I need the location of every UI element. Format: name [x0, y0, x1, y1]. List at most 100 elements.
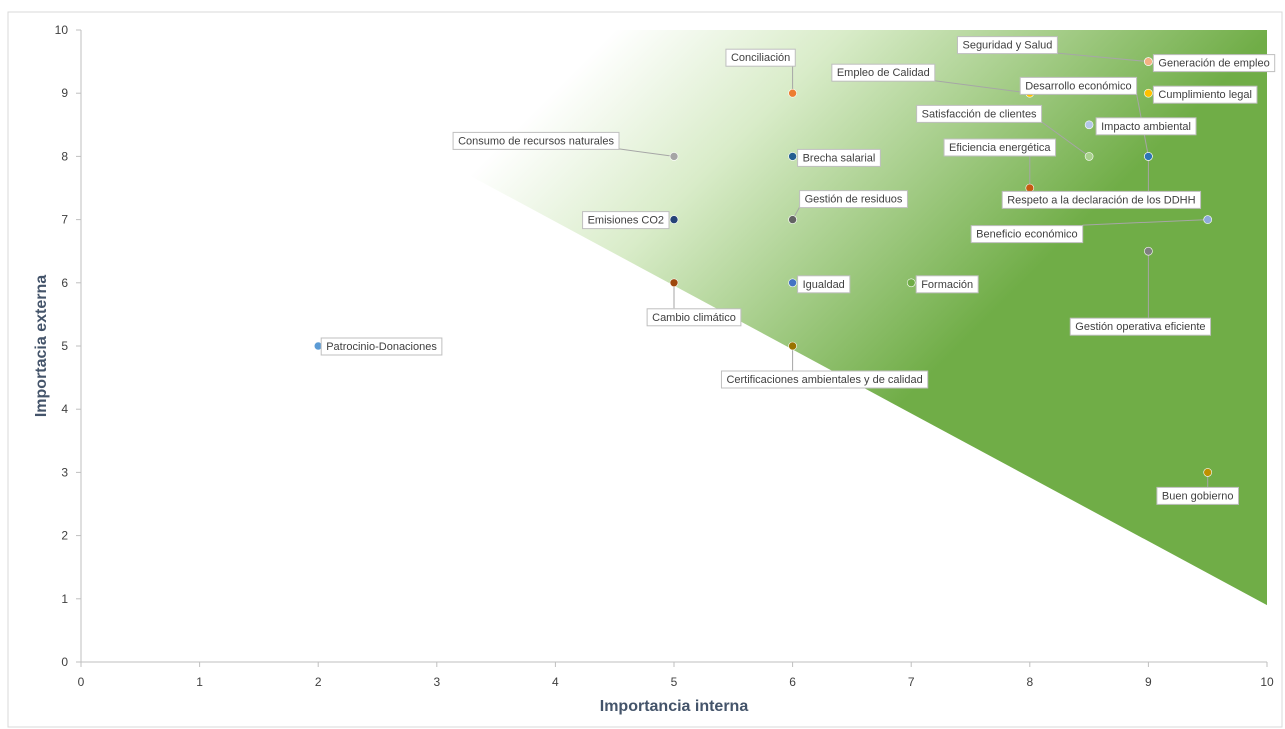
leader-line [618, 148, 675, 157]
point-label: Brecha salarial [797, 148, 881, 167]
point-label: Satisfacción de clientes [916, 104, 1043, 123]
data-point [1084, 152, 1094, 161]
point-label-text: Formación [921, 279, 973, 291]
data-point [669, 215, 679, 224]
point-label-box [915, 275, 979, 294]
point-label-text: Satisfacción de clientes [922, 108, 1037, 120]
point-label-text: Generación de empleo [1158, 58, 1269, 70]
y-tick-label: 4 [61, 402, 68, 416]
y-tick-label: 5 [61, 339, 68, 353]
x-tick-label: 3 [433, 675, 440, 689]
point-label-box [646, 308, 742, 327]
point-label-text: Seguridad y Salud [962, 40, 1052, 52]
x-tick-label: 4 [552, 675, 559, 689]
point-label-box [320, 337, 443, 356]
point-label: Cumplimiento legal [1152, 85, 1258, 104]
point-label-box [725, 48, 796, 67]
point-label: Gestión de residuos [799, 190, 908, 209]
point-label: Consumo de recursos naturales [452, 131, 620, 150]
point-label-box [970, 225, 1084, 244]
point-label-text: Beneficio económico [976, 229, 1078, 241]
point-label: Generación de empleo [1152, 54, 1276, 73]
point-label: Beneficio económico [970, 225, 1084, 244]
point-label: Igualdad [797, 275, 851, 294]
leader-line [1082, 219, 1208, 226]
point-label-text: Patrocinio-Donaciones [326, 341, 437, 353]
x-tick-label: 2 [315, 675, 322, 689]
point-label-box [1001, 190, 1202, 209]
x-tick-label: 6 [789, 675, 796, 689]
data-point [669, 278, 679, 288]
point-label-box [1156, 486, 1239, 505]
point-label-text: Impacto ambiental [1101, 121, 1191, 133]
point-label: Conciliación [725, 48, 796, 67]
y-tick-label: 2 [61, 529, 68, 543]
x-tick-label: 0 [78, 675, 85, 689]
data-point [1144, 246, 1153, 256]
point-label: Certificaciones ambientales y de calidad [720, 370, 929, 389]
point-label-text: Cumplimiento legal [1158, 89, 1252, 101]
point-label-box [720, 370, 929, 389]
point-label: Emisiones CO2 [582, 211, 670, 230]
point-label-box [956, 36, 1058, 55]
data-point [906, 278, 916, 288]
leader-line [934, 80, 1030, 94]
point-label-box [916, 104, 1043, 123]
y-tick-label: 10 [55, 23, 69, 37]
point-label-text: Brecha salarial [803, 152, 876, 164]
point-label-text: Gestión de residuos [805, 194, 903, 206]
point-label-box [943, 138, 1057, 157]
point-label-box [452, 131, 620, 150]
point-label-box [1069, 317, 1212, 336]
point-label: Buen gobierno [1156, 486, 1239, 505]
point-label-text: Emisiones CO2 [588, 215, 664, 227]
point-label-text: Respeto a la declaración de los DDHH [1007, 194, 1195, 206]
y-tick-label: 3 [61, 465, 68, 479]
point-label-box [797, 148, 881, 167]
point-label-box [1152, 54, 1276, 73]
x-tick-label: 10 [1260, 675, 1274, 689]
data-point [788, 278, 797, 288]
point-label-text: Buen gobierno [1162, 490, 1234, 502]
point-label: Desarrollo económico [1019, 76, 1138, 95]
y-axis-title: Importacia externa [33, 275, 50, 417]
point-label: Seguridad y Salud [956, 36, 1058, 55]
point-label-text: Certificaciones ambientales y de calidad [726, 374, 922, 386]
y-tick-label: 6 [61, 276, 68, 290]
data-point [1144, 152, 1153, 161]
y-tick-label: 0 [61, 655, 68, 669]
point-label-text: Desarrollo económico [1025, 80, 1131, 92]
point-label-box [1095, 117, 1197, 136]
point-label-text: Eficiencia energética [949, 142, 1051, 154]
x-tick-label: 1 [196, 675, 203, 689]
point-label: Respeto a la declaración de los DDHH [1001, 190, 1202, 209]
data-point [788, 341, 797, 351]
y-tick-label: 1 [61, 592, 68, 606]
point-label-text: Gestión operativa eficiente [1075, 321, 1205, 333]
point-label-text: Consumo de recursos naturales [458, 135, 614, 147]
data-point [1203, 215, 1212, 224]
point-label-box [831, 63, 936, 82]
data-point [788, 152, 797, 161]
y-tick-label: 8 [61, 149, 68, 163]
data-point [1025, 183, 1035, 193]
x-tick-label: 9 [1145, 675, 1152, 689]
leader-line [1041, 121, 1090, 157]
point-label: Eficiencia energética [943, 138, 1057, 157]
point-label-box [1152, 85, 1258, 104]
point-label: Patrocinio-Donaciones [320, 337, 443, 356]
x-axis-title: Importancia interna [600, 698, 749, 715]
point-label: Gestión operativa eficiente [1069, 317, 1212, 336]
data-point [1144, 57, 1153, 66]
point-label-text: Igualdad [803, 279, 845, 291]
y-tick-label: 7 [61, 213, 68, 227]
point-label-text: Conciliación [731, 52, 790, 64]
data-point [788, 88, 797, 98]
x-tick-label: 5 [671, 675, 678, 689]
point-label-text: Cambio climático [652, 312, 736, 324]
point-label-box [797, 275, 851, 294]
x-tick-label: 8 [1026, 675, 1033, 689]
point-label-box [582, 211, 670, 230]
data-point [1144, 88, 1153, 98]
